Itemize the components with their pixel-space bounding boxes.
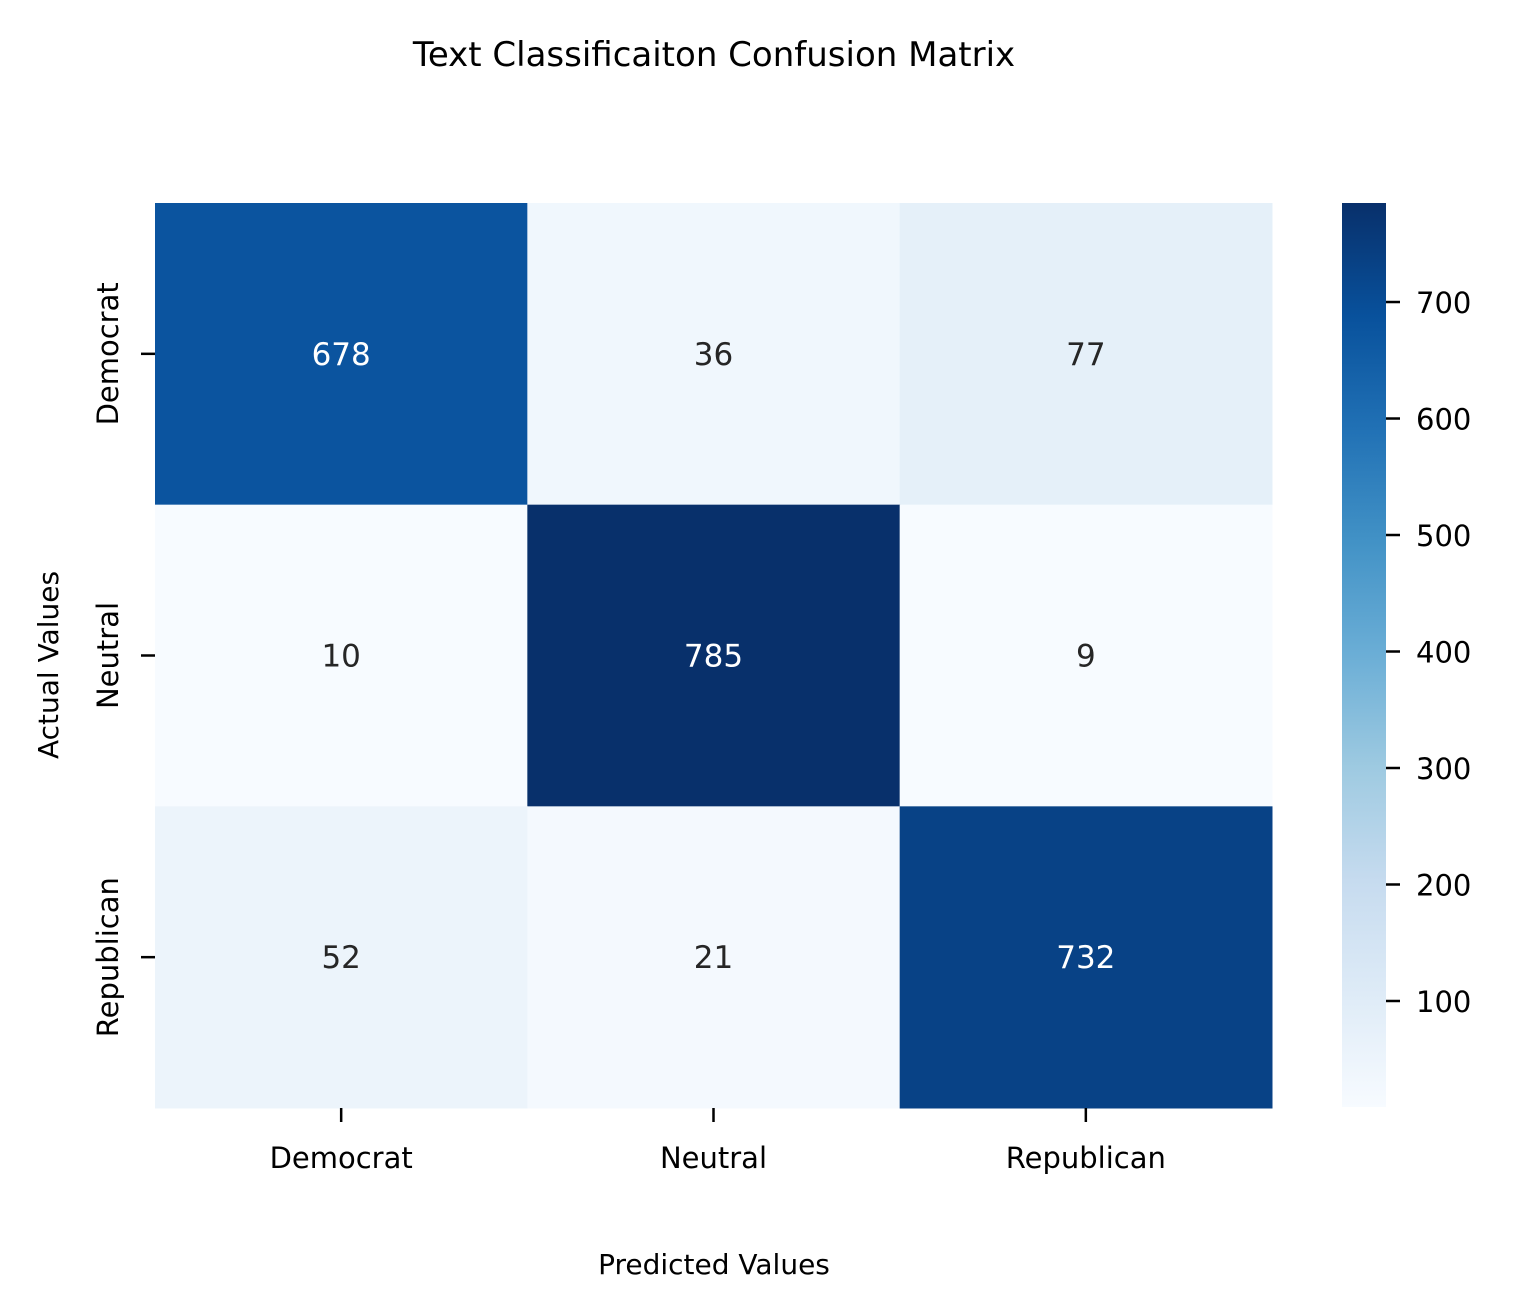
cell-value-label: 77	[1066, 337, 1105, 373]
colorbar-tick-label: 400	[1416, 636, 1471, 670]
colorbar-tick-label: 300	[1416, 752, 1471, 786]
x-tick-label: Republican	[1006, 1141, 1166, 1175]
colorbar-ticks: 100 200 300 400 500 600 700	[1386, 286, 1471, 1019]
heatmap-cell	[155, 203, 528, 506]
y-tick-label: Democrat	[91, 282, 125, 425]
colorbar-gradient	[1342, 203, 1386, 1107]
heatmap-cell	[155, 504, 528, 807]
x-tick-label: Neutral	[660, 1141, 767, 1175]
colorbar-tick-label: 700	[1416, 286, 1471, 320]
colorbar-tick-label: 200	[1416, 868, 1471, 902]
y-tick-label: Republican	[91, 877, 125, 1037]
heatmap-cell	[527, 504, 901, 807]
x-axis-label: Predicted Values	[598, 1248, 830, 1281]
cell-value-label: 36	[694, 337, 733, 373]
x-tick-label: Democrat	[270, 1141, 413, 1175]
y-axis-label: Actual Values	[32, 571, 65, 759]
heatmap-cell	[155, 806, 528, 1109]
heatmap-cells: 678 36 77 10 785 9 52 21 732	[155, 203, 1273, 1109]
x-axis-ticks: Democrat Neutral Republican	[270, 1108, 1166, 1175]
y-axis-ticks: Democrat Neutral Republican	[91, 282, 155, 1037]
colorbar-tick-label: 500	[1416, 519, 1471, 553]
cell-value-label: 732	[1056, 940, 1115, 976]
heatmap-cell	[899, 203, 1273, 506]
cell-value-label: 21	[694, 940, 733, 976]
cell-value-label: 10	[321, 639, 360, 675]
colorbar-tick-label: 100	[1416, 985, 1471, 1019]
heatmap-cell	[527, 203, 901, 506]
y-tick-label: Neutral	[91, 602, 125, 709]
chart-title: Text Classificaiton Confusion Matrix	[412, 35, 1015, 75]
colorbar-tick-label: 600	[1416, 403, 1471, 437]
cell-value-label: 52	[321, 940, 360, 976]
heatmap-cell	[899, 504, 1273, 807]
heatmap-cell	[527, 806, 901, 1109]
heatmap-cell	[899, 806, 1273, 1109]
cell-value-label: 678	[312, 337, 371, 373]
cell-value-label: 785	[684, 639, 743, 675]
colorbar: 100 200 300 400 500 600 700	[1342, 203, 1471, 1107]
cell-value-label: 9	[1076, 639, 1096, 675]
